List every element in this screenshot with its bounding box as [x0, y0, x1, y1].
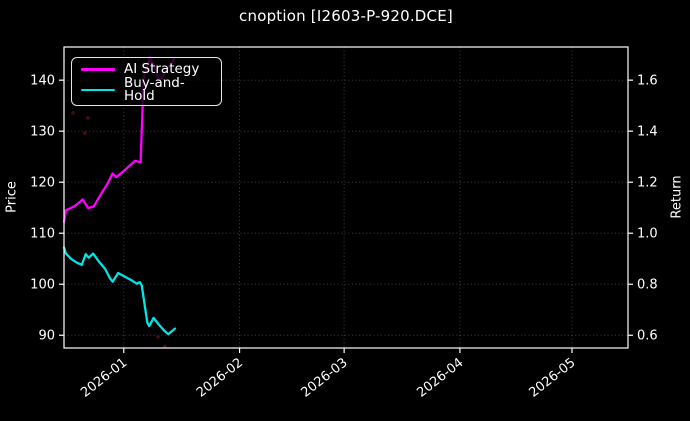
- trade-marker-dot: [86, 116, 90, 120]
- trade-marker-dot: [156, 335, 160, 339]
- y-tick-label-left: 130: [30, 125, 55, 140]
- y-tick-label-left: 120: [30, 176, 55, 191]
- x-tick-label: 2026-02: [194, 355, 246, 400]
- series-line-buy-and-hold: [62, 246, 177, 336]
- y-tick-label-left: 140: [30, 74, 55, 89]
- x-tick-label: 2026-05: [526, 355, 578, 400]
- y-tick-label-right: 0.6: [637, 329, 658, 344]
- legend-swatch-buy-and-hold-icon: [81, 88, 115, 92]
- y-tick-label-left: 100: [30, 278, 55, 293]
- legend-swatch-ai-strategy-icon: [81, 68, 115, 72]
- x-tick-label: 2026-03: [299, 355, 351, 400]
- trade-marker-dot: [83, 131, 87, 135]
- y-tick-label-right: 1.2: [637, 176, 658, 191]
- legend: AI Strategy Buy-and-Hold: [71, 57, 222, 106]
- y-tick-label-right: 1.4: [637, 125, 658, 140]
- legend-label-buy-and-hold: Buy-and-Hold: [124, 74, 185, 104]
- y-tick-label-left: 110: [30, 227, 55, 242]
- legend-item-buy-and-hold: Buy-and-Hold: [81, 74, 212, 104]
- x-tick-label: 2026-04: [414, 355, 466, 400]
- y-tick-label-left: 90: [38, 329, 55, 344]
- legend-item-ai-strategy: AI Strategy: [81, 61, 212, 77]
- chart-title: cnoption [I2603-P-920.DCE]: [239, 7, 453, 25]
- plot-border: [63, 46, 629, 349]
- trade-marker-dot: [71, 111, 75, 115]
- legend-label-ai-strategy: AI Strategy: [124, 61, 200, 77]
- y-tick-label-right: 1.0: [637, 227, 658, 242]
- y-tick-label-right: 1.6: [637, 74, 658, 89]
- x-tick-label: 2026-01: [78, 355, 130, 400]
- y-tick-label-right: 0.8: [637, 278, 658, 293]
